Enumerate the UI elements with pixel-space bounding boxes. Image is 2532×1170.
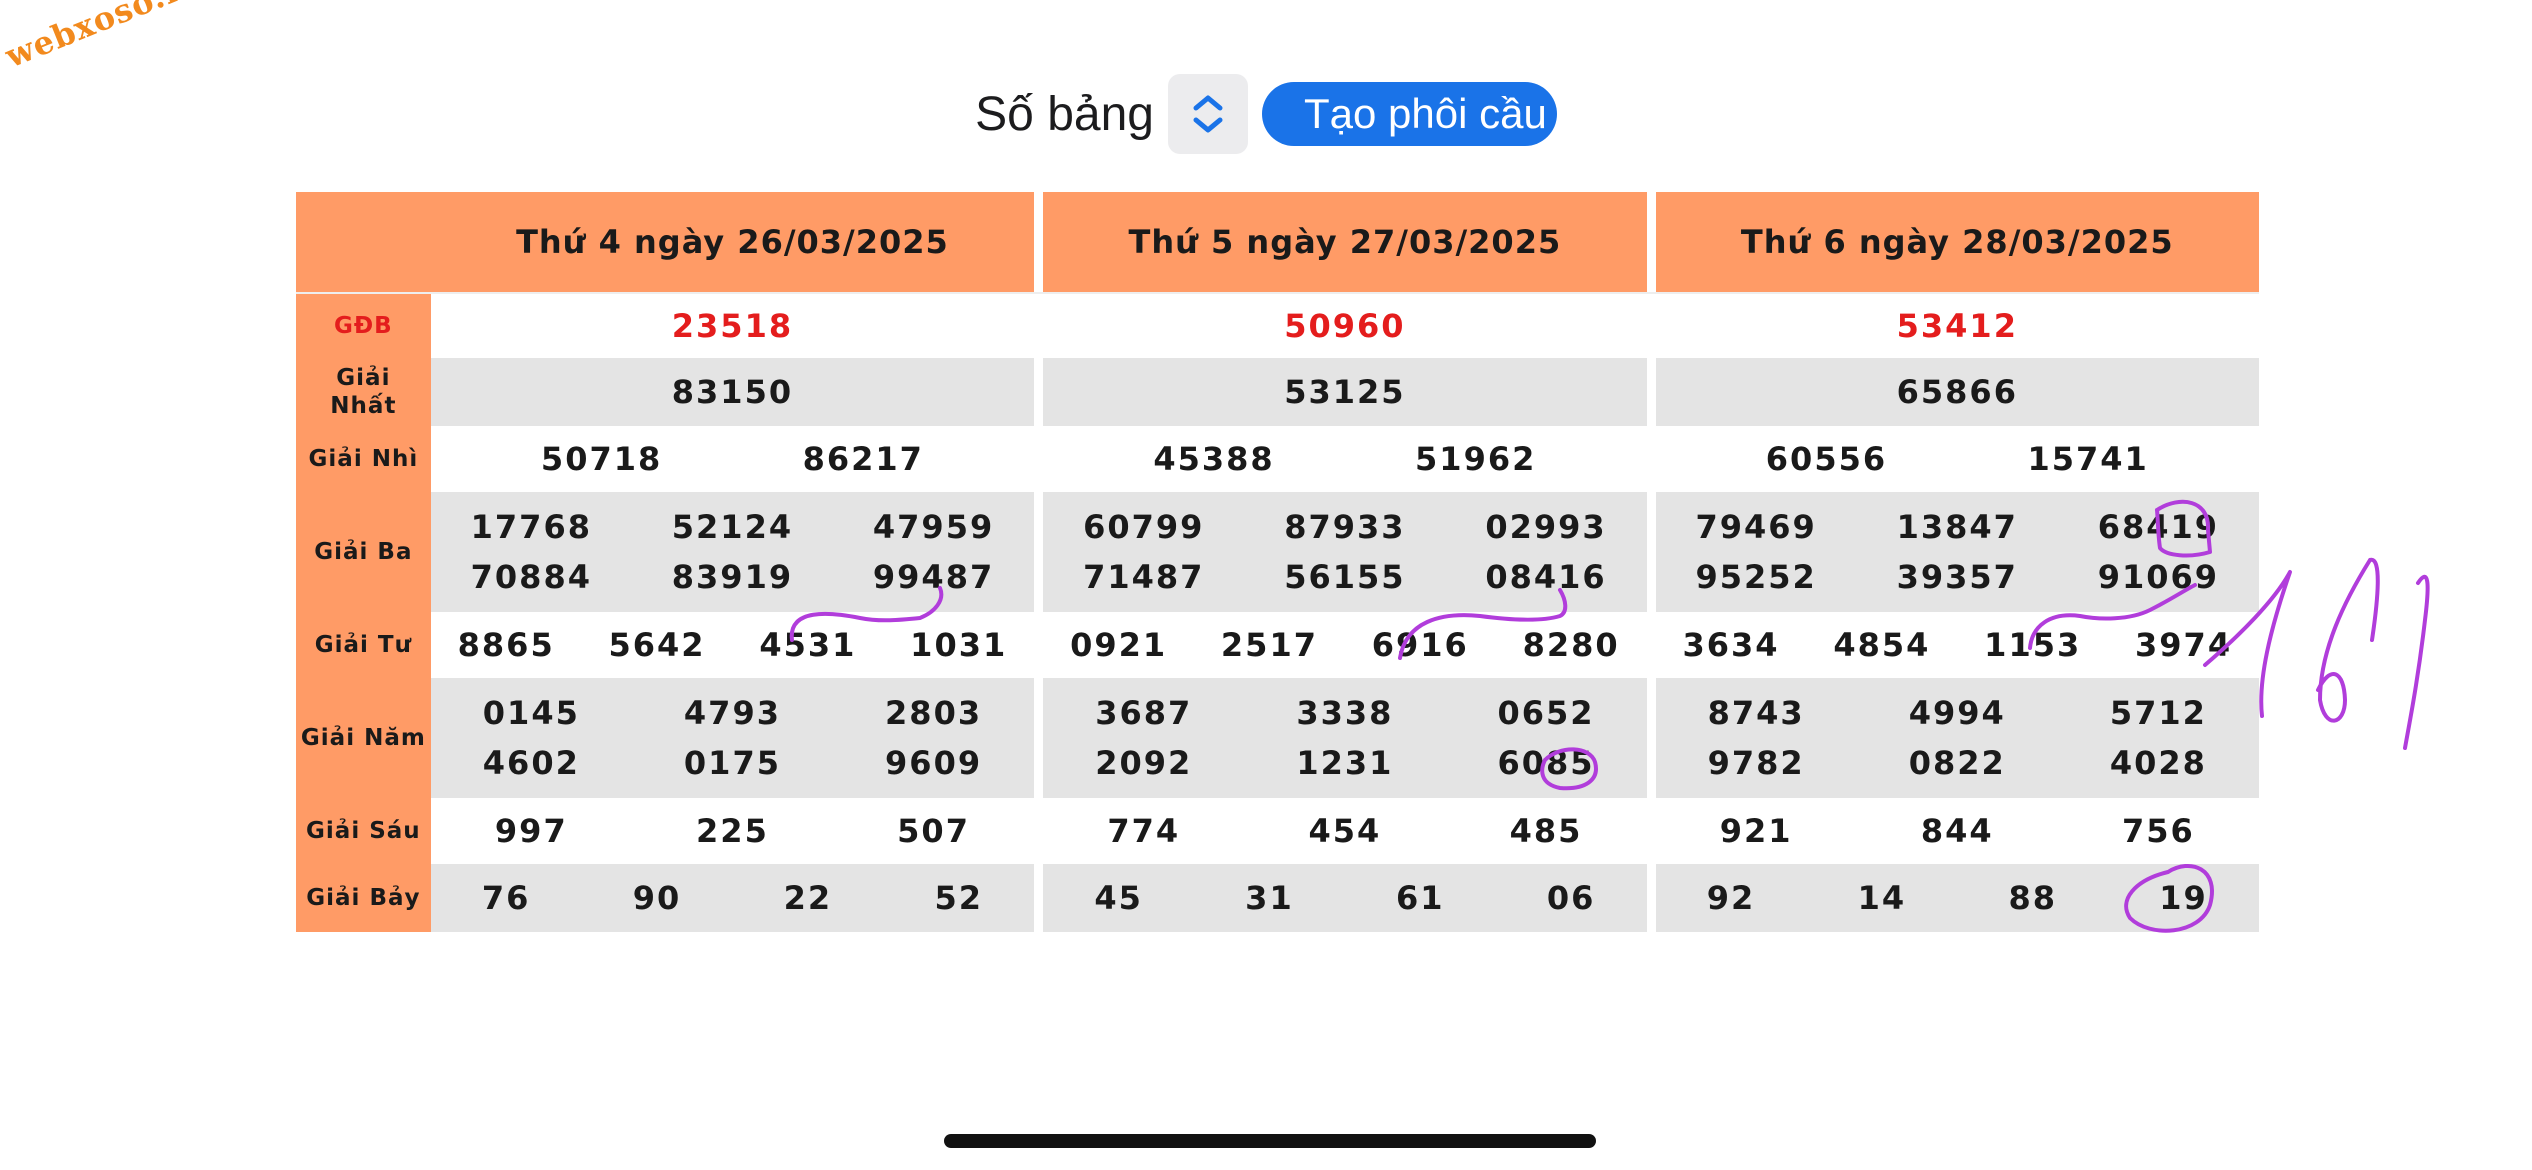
fifth-prize-day3: 8743 4994 5712 9782 0822 4028	[1655, 678, 2259, 798]
fourth-prize-day1: 8865 5642 4531 1031	[430, 612, 1035, 678]
row-label-ba: Giải Ba	[296, 492, 431, 612]
row-label-gdb: GĐB	[296, 292, 431, 358]
fifth-prize-day1: 0145 4793 2803 4602 0175 9609	[430, 678, 1035, 798]
day-header-3: Thứ 6 ngày 28/03/2025	[1655, 192, 2259, 292]
sixth-prize-day2: 774 454 485	[1043, 798, 1647, 864]
second-prize-day3: 60556 15741	[1655, 426, 2259, 492]
sixth-prize-day3: 921 844 756	[1655, 798, 2259, 864]
third-prize-day1: 17768 52124 47959 70884 83919 99487	[430, 492, 1035, 612]
seventh-prize-day1: 76 90 22 52	[430, 864, 1035, 932]
second-prize-day1: 50718 86217	[430, 426, 1035, 492]
sixth-prize-day1: 997 225 507	[430, 798, 1035, 864]
fifth-prize-day2: 3687 3338 0652 2092 1231 6085	[1043, 678, 1647, 798]
fourth-prize-day2: 0921 2517 6916 8280	[1043, 612, 1647, 678]
row-label-nhat: Giải Nhất	[296, 358, 431, 426]
row-label-tu: Giải Tư	[296, 612, 431, 678]
watermark-logo: webxoso.net	[0, 0, 228, 76]
home-indicator	[944, 1134, 1596, 1148]
header-corner	[296, 192, 431, 292]
first-prize-day2: 53125	[1043, 358, 1647, 426]
row-label-bay: Giải Bảy	[296, 864, 431, 932]
third-prize-day3: 79469 13847 68419 95252 39357 91069	[1655, 492, 2259, 612]
seventh-prize-day3: 92 14 88 19	[1655, 864, 2259, 932]
special-prize-day3: 53412	[1655, 292, 2259, 358]
seventh-prize-day2: 45 31 61 06	[1043, 864, 1647, 932]
special-prize-day2: 50960	[1043, 292, 1647, 358]
first-prize-day3: 65866	[1655, 358, 2259, 426]
toolbar: Số bảng Tạo phôi cầu	[0, 72, 2532, 156]
day-header-2: Thứ 5 ngày 27/03/2025	[1043, 192, 1647, 292]
table-count-stepper[interactable]	[1167, 74, 1248, 154]
row-label-nam: Giải Năm	[296, 678, 431, 798]
create-pattern-button[interactable]: Tạo phôi cầu	[1261, 82, 1557, 146]
table-count-label: Số bảng	[975, 87, 1154, 141]
day-header-1: Thứ 4 ngày 26/03/2025	[430, 192, 1035, 292]
row-label-nhi: Giải Nhì	[296, 426, 431, 492]
second-prize-day2: 45388 51962	[1043, 426, 1647, 492]
chevron-up-down-icon	[1193, 95, 1223, 133]
lottery-results-table: Thứ 4 ngày 26/03/2025 Thứ 5 ngày 27/03/2…	[296, 192, 2259, 932]
special-prize-day1: 23518	[430, 292, 1035, 358]
fourth-prize-day3: 3634 4854 1153 3974	[1655, 612, 2259, 678]
first-prize-day1: 83150	[430, 358, 1035, 426]
third-prize-day2: 60799 87933 02993 71487 56155 08416	[1043, 492, 1647, 612]
row-label-sau: Giải Sáu	[296, 798, 431, 864]
